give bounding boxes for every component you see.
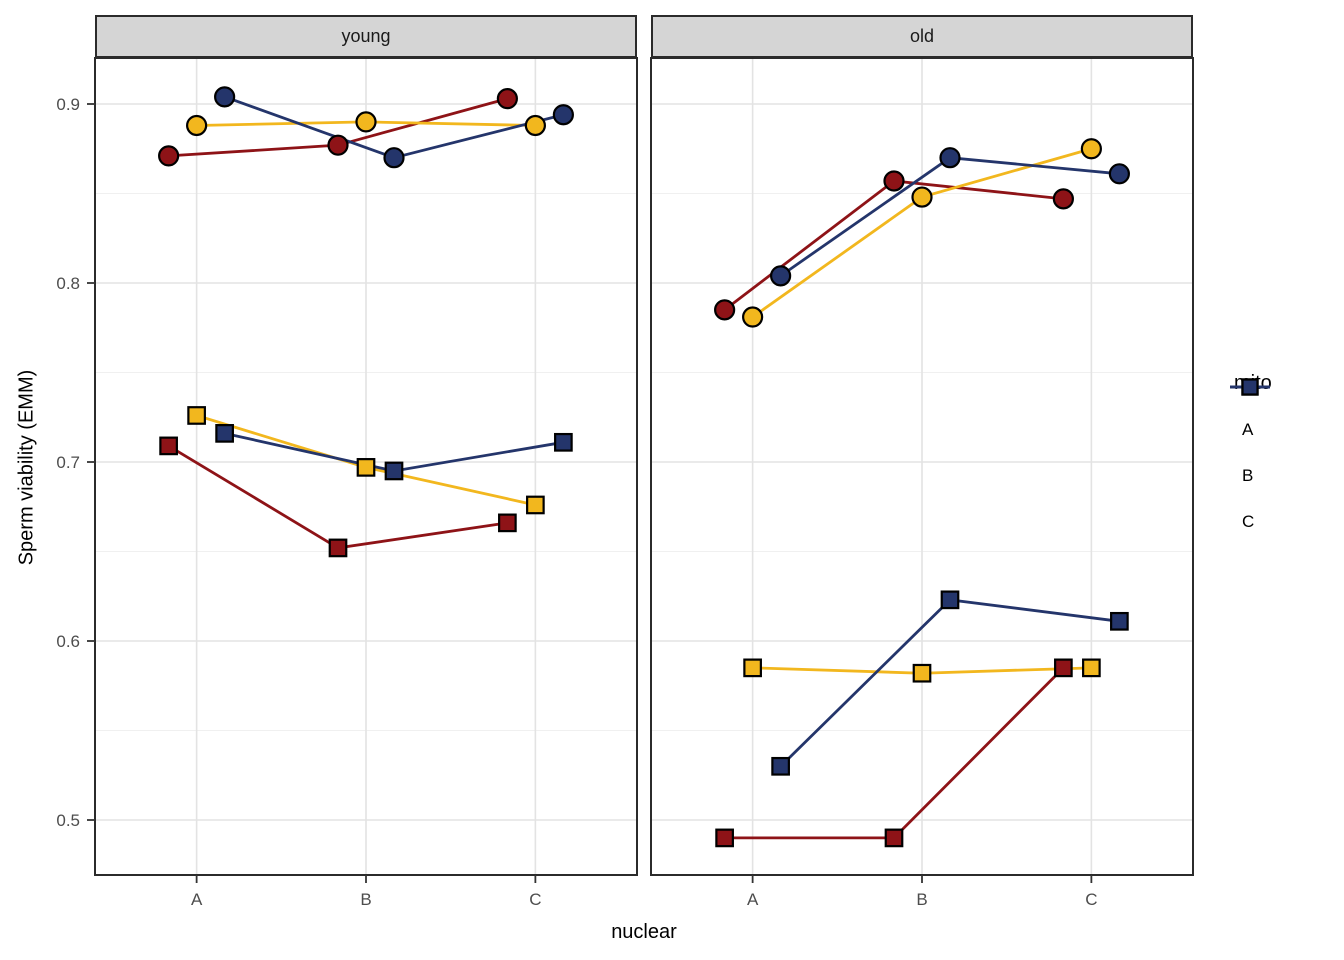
legend-entry-label: C [1242,512,1255,531]
data-point-marker [328,538,348,558]
facet-strip-old-label: old [909,26,935,46]
data-point-marker [1110,611,1129,631]
y-tick-label: 0.8 [56,274,80,293]
data-point-marker [356,458,376,477]
y-tick-label: 0.6 [56,632,80,651]
data-point-marker [884,828,904,848]
data-point-marker [1052,188,1074,210]
data-point-marker [383,147,405,169]
data-point-marker [742,306,764,328]
y-tick-label: 0.7 [56,453,80,472]
legend-entry: A [1228,378,1338,453]
data-point-marker [771,756,790,776]
data-point-marker [186,114,208,137]
data-point-marker [1080,138,1102,160]
data-point-marker [214,86,236,108]
facet-strip-young: young [95,15,637,58]
legend-key-icon [1230,378,1270,396]
data-point-marker [714,299,736,321]
x-tick-label: A [191,890,203,909]
x-tick-label: C [529,890,541,909]
x-tick-label: C [1085,890,1097,909]
data-point-marker [715,828,734,848]
data-point-marker [158,145,180,167]
data-point-marker [498,513,517,533]
data-point-marker [355,111,377,133]
data-point-marker [159,436,178,456]
data-point-marker [940,590,960,610]
facet-strip-old: old [651,15,1193,58]
data-point-marker [552,104,574,126]
x-axis-title: nuclear [611,921,677,943]
data-point-marker [496,88,518,110]
y-axis-title: Sperm viability (EMM) [15,369,38,566]
data-point-marker [743,658,762,678]
data-point-marker [215,424,234,443]
data-point-marker [770,265,792,287]
data-point-marker [524,114,546,137]
data-point-marker [883,170,905,192]
legend-entry-label: A [1242,420,1254,439]
data-point-marker [526,495,545,515]
data-point-marker [911,186,933,208]
x-tick-label: A [747,890,759,909]
legend-items: A B C [1228,378,1338,545]
legend: mito ABC [1228,372,1338,545]
legend-entry: B [1228,378,1338,499]
facet-strip-young-label: young [341,26,391,46]
data-point-marker [1082,658,1101,678]
legend-entry-label: B [1242,466,1254,485]
data-point-marker [1108,163,1130,185]
y-tick-label: 0.9 [56,95,80,114]
data-point-marker [327,134,349,156]
data-point-marker [554,432,573,452]
data-point-marker [1054,658,1073,678]
x-tick-label: B [360,890,371,909]
data-point-marker [384,461,404,481]
data-point-marker [187,406,206,425]
data-point-marker [939,147,961,169]
legend-entry: C [1228,378,1338,545]
y-tick-label: 0.5 [56,811,80,830]
data-point-marker [912,663,932,683]
x-tick-label: B [916,890,927,909]
